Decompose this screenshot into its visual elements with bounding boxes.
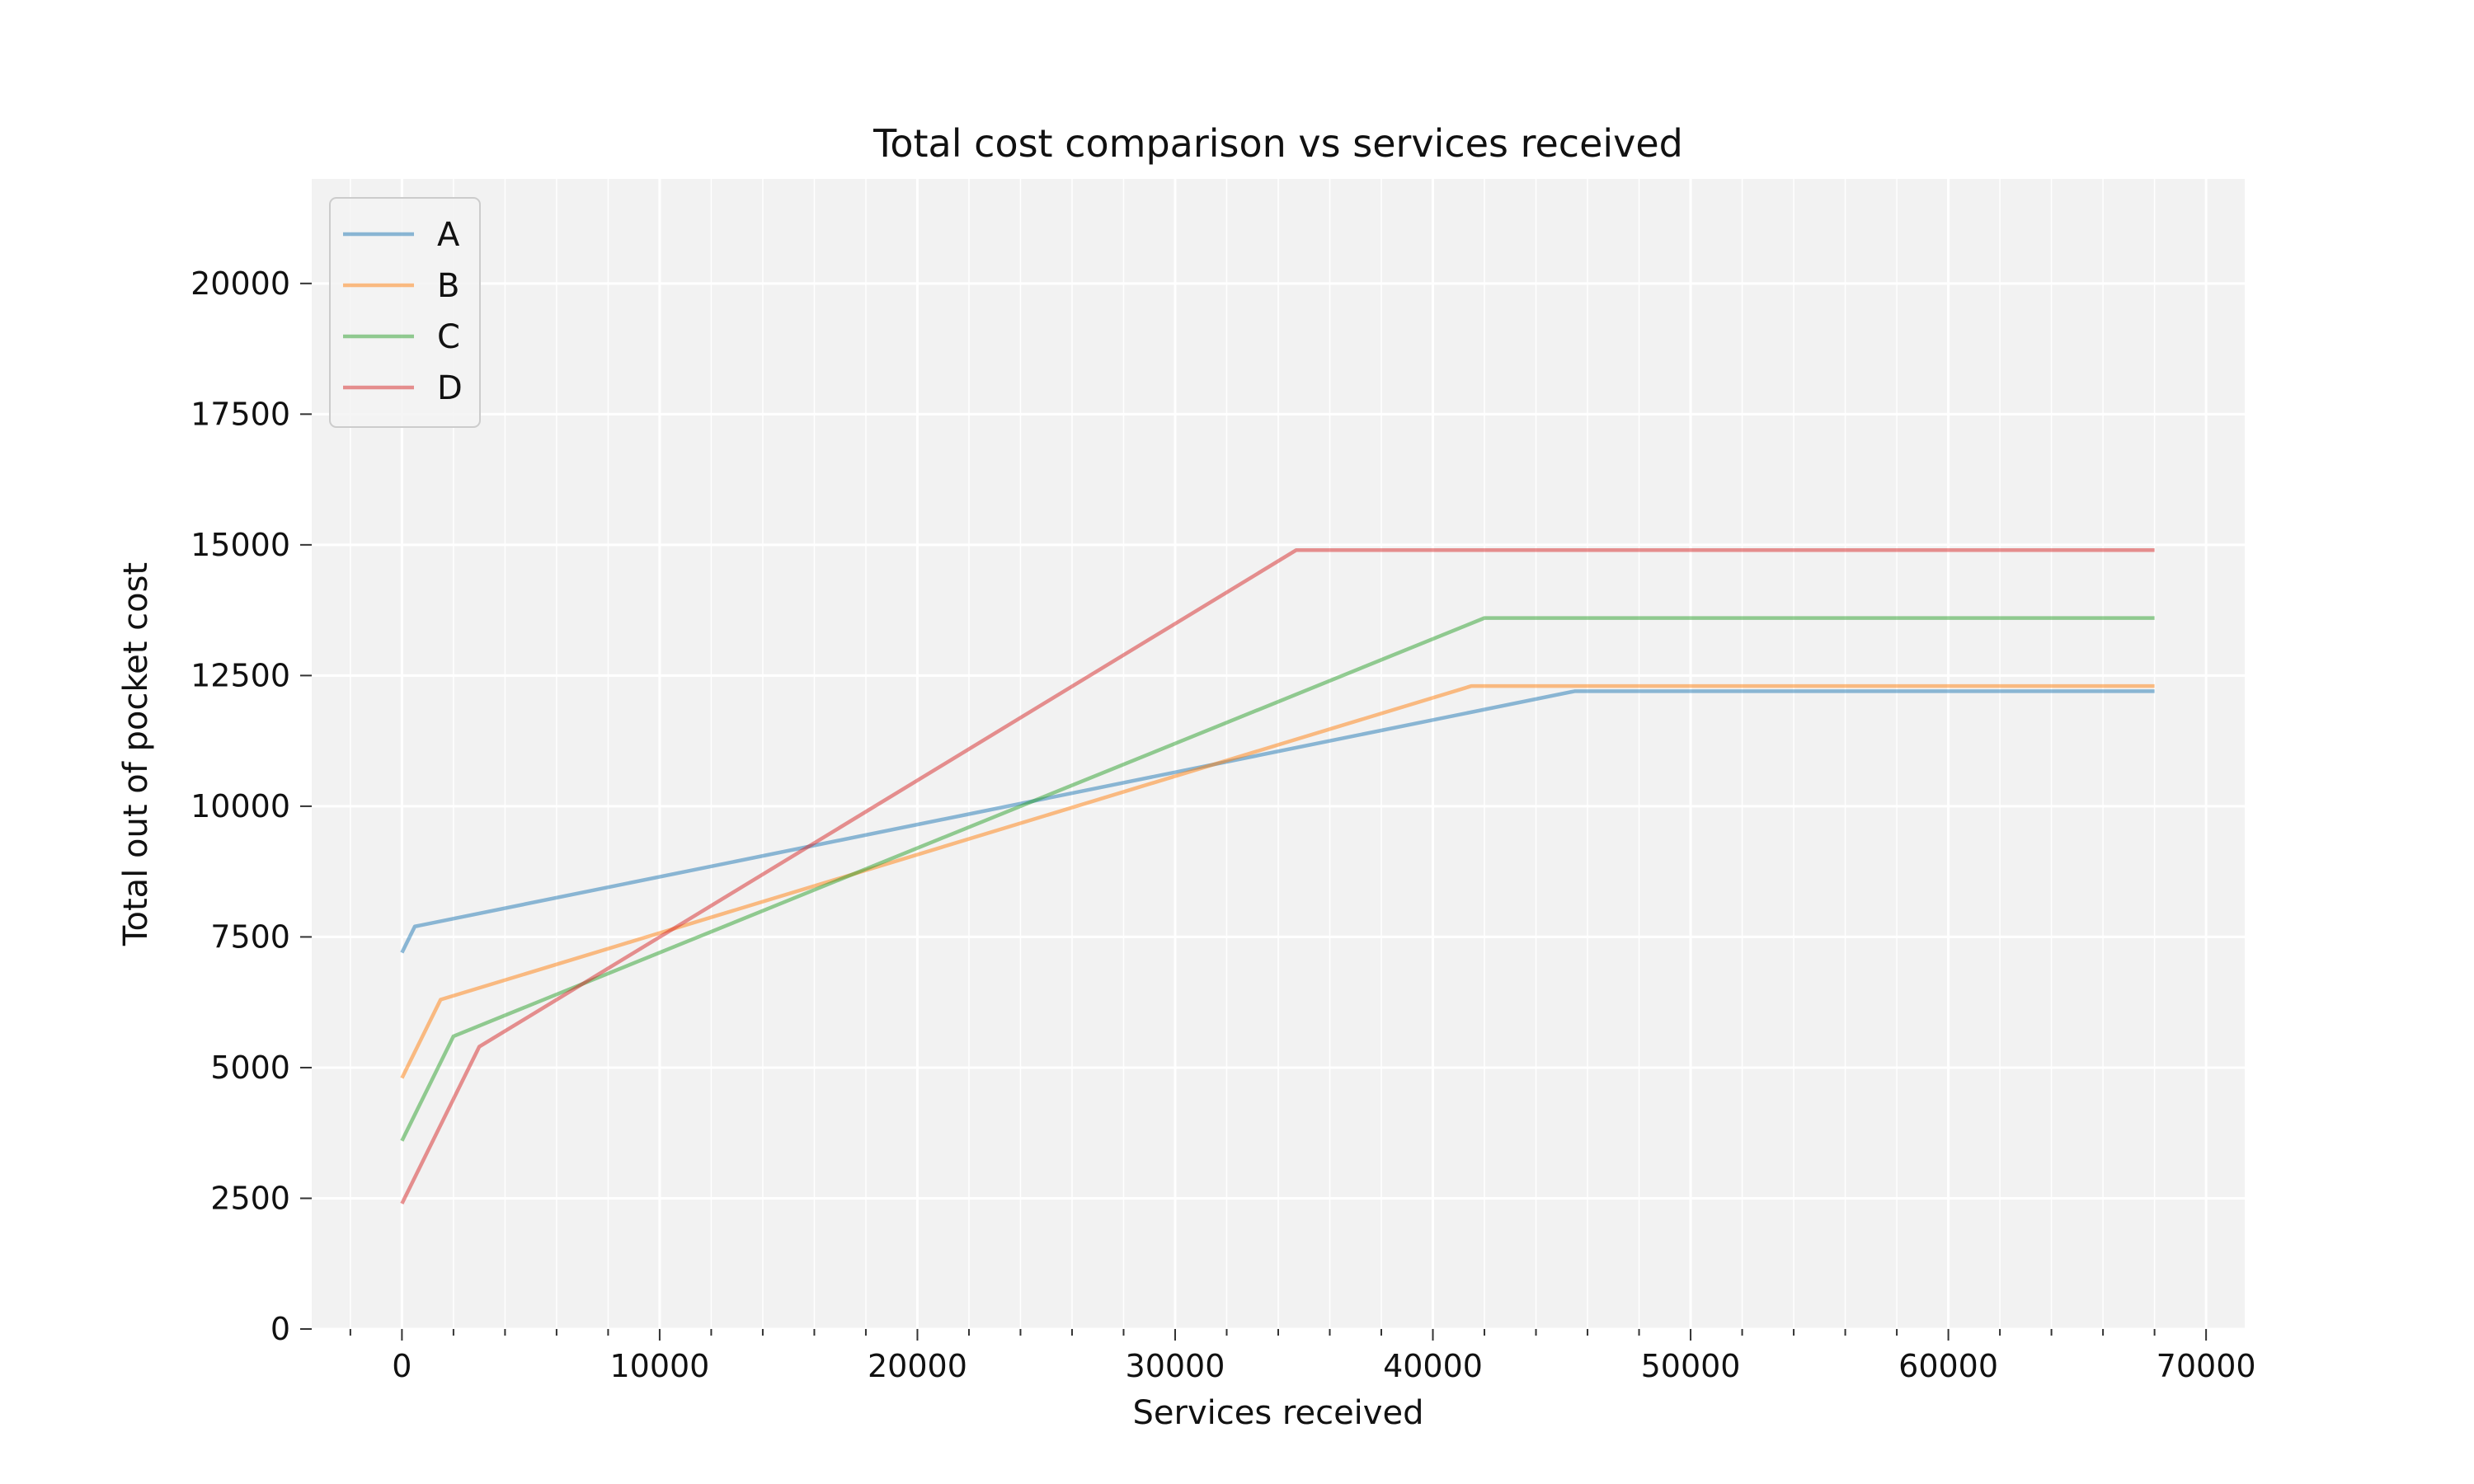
x-tick-label: 10000 <box>609 1348 709 1384</box>
series-line-d <box>400 547 2155 1205</box>
x-tick-label: 50000 <box>1641 1348 1741 1384</box>
series-line-c <box>400 616 2155 1142</box>
x-tick-label: 70000 <box>2157 1348 2256 1384</box>
y-tick-label: 15000 <box>190 527 290 563</box>
legend-box <box>329 197 481 428</box>
y-tick-label: 7500 <box>210 918 290 955</box>
legend-label-c: C <box>437 318 460 356</box>
grid-lines <box>312 179 2245 1331</box>
x-tick-label: 60000 <box>1898 1348 1998 1384</box>
y-tick-label: 2500 <box>210 1180 290 1216</box>
axes: 0 10000 20000 30000 40000 50000 60000 70000 0 250… <box>190 265 2255 1384</box>
x-tick-label: 20000 <box>868 1348 967 1384</box>
y-tick-label: 17500 <box>190 396 290 432</box>
y-axis-label: Total out of pocket cost <box>117 562 155 946</box>
y-tick-label: 10000 <box>190 788 290 824</box>
y-tick-label: 12500 <box>190 657 290 693</box>
legend-label-d: D <box>437 369 463 407</box>
y-tick-label: 0 <box>270 1311 290 1347</box>
chart-title: Total cost comparison vs services receiv… <box>872 121 1683 166</box>
x-tick-label: 30000 <box>1126 1348 1225 1384</box>
series-lines <box>400 547 2155 1205</box>
legend-label-a: A <box>437 216 460 254</box>
y-tick-label: 20000 <box>190 265 290 302</box>
x-axis-label: Services received <box>1133 1394 1424 1432</box>
x-tick-label: 40000 <box>1383 1348 1483 1384</box>
series-line-a <box>400 689 2155 954</box>
x-tick-label: 0 <box>392 1348 412 1384</box>
series-line-b <box>400 683 2155 1079</box>
y-tick-label: 5000 <box>210 1050 290 1086</box>
legend-label-b: B <box>437 267 459 305</box>
